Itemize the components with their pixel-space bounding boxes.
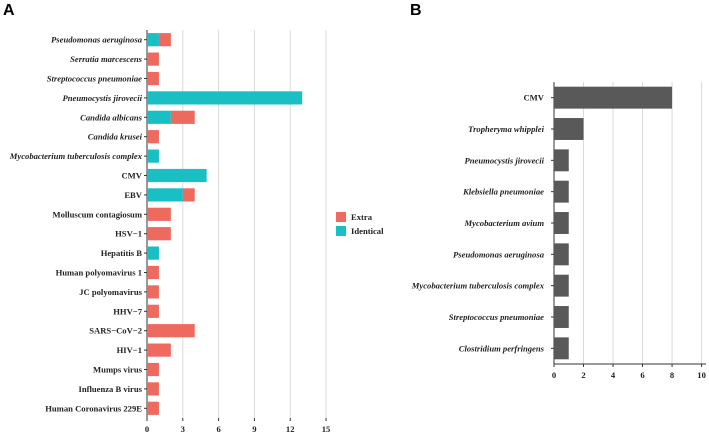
panel-a-bar-identical [147,246,159,260]
panel-a-category-label: Human polyomavirus 1 [56,268,142,278]
panel-a-bar-extra [182,188,195,202]
panel-a-bar-extra [147,382,159,396]
panel-a-bar-identical [147,91,303,105]
panel-a-chart: 0 3 6 9 12 15 Pseudomonas aeruginosa Serratia m… [9,30,331,434]
panel-a-category-label: Pneumocystis jirovecii [63,93,143,103]
panel-a-bar-extra [147,71,159,86]
panel-b-category-label: Tropheryma whipplei [468,124,544,134]
panel-a-bar-identical [147,149,159,163]
panel-a-category-label: Candida krusei [88,132,143,142]
panel-a-legend: Extra Identical [336,212,384,236]
panel-b-x-tick-label: 2 [581,370,585,380]
panel-a-bar-extra [158,33,171,47]
panel-a-legend-swatch [336,212,346,222]
panel-a-category-label: CMV [121,171,142,181]
panel-a-category-label: Serratia marcescens [70,54,143,64]
panel-b-bar [554,149,569,172]
panel-a-legend-label: Identical [351,226,384,236]
panel-a-category-label: HIV−1 [117,345,142,355]
panel-b-bar [554,274,569,297]
panel-b-x-tick-label: 10 [697,370,706,380]
panel-a-bar-extra [147,130,159,144]
panel-b-category-label: Clostridium perfringens [459,343,545,353]
panel-b-bar [554,212,569,234]
panel-b-x-tick-label: 0 [552,370,556,380]
panel-a-bar-extra [147,362,159,377]
panel-a-category-label: JC polyomavirus [79,287,142,297]
panel-a-x-tick-label: 15 [322,424,331,434]
panel-a-x-tick-label: 6 [216,424,221,434]
panel-a-bar-extra [147,401,159,415]
panel-a-bar-extra [170,110,195,124]
panel-b-bar [554,337,569,360]
panel-a-bar-extra [147,265,159,280]
panel-a-category-label: Molluscum contagiosum [52,209,142,219]
panel-b-chart: 0 2 4 6 8 10 CMV Tropheryma whipplei Pneumocysti… [411,82,706,380]
panel-a-bar-identical [147,33,159,47]
panel-a-category-label: EBV [124,190,142,200]
panel-b-category-label: Mycobacterium avium [464,218,545,228]
panel-a-x-tick-label: 12 [286,424,295,434]
panel-b-x-tick-label: 6 [640,370,645,380]
panel-a-category-label: Influenza B virus [78,384,142,394]
panel-a-category-label: Streptococcus pneumoniae [47,74,142,84]
panel-a-category-label: Mycobacterium tuberculosis complex [9,151,143,161]
panel-a-bar-extra [147,304,159,318]
panel-b-category-label: CMV [523,93,544,103]
panel-b-category-label: Mycobacterium tuberculosis complex [411,281,545,291]
panel-b-bar [554,243,569,266]
panel-a-category-label: Hepatitis B [101,248,143,258]
panel-a-x-tick-label: 9 [252,424,256,434]
panel-a-bar-extra [147,227,171,241]
panel-b-bar [554,118,584,140]
panel-b-bar [554,306,569,328]
panel-b-x-tick-label: 4 [611,370,616,380]
panel-a-legend-swatch [336,226,346,236]
panel-b-bar [554,180,569,203]
panel-b-bar [554,86,673,109]
panel-a-bar-extra [147,52,159,66]
panel-a-bar-extra [147,285,159,299]
panel-a-x-tick-label: 0 [145,424,149,434]
panel-a-bar-identical [147,168,207,183]
panel-a-bar-identical [147,188,183,202]
panel-a-bar-extra [147,207,171,221]
panel-b-x-tick-label: 8 [670,370,675,380]
panel-a-category-label: HHV−7 [113,306,142,316]
panel-b-category-label: Streptococcus pneumoniae [449,312,544,322]
panel-a-category-label: HSV−1 [115,229,142,239]
panel-a-category-label: Mumps virus [93,365,143,375]
panel-b-category-label: Pneumocystis jirovecii [465,155,545,165]
panel-a-category-label: Human Coronavirus 229E [45,403,142,413]
panel-a-bar-identical [147,110,171,124]
panel-b-letter: B [410,2,422,19]
panel-b-category-label: Pseudomonas aeruginosa [453,249,545,259]
panel-a-x-tick-label: 3 [181,424,185,434]
panel-a-legend-label: Extra [351,212,373,222]
panel-a-bar-extra [147,343,171,357]
panel-a-category-label: Candida albicans [80,112,142,122]
panel-a-category-label: SARS−CoV−2 [89,326,142,336]
panel-a-letter: A [3,2,15,19]
panel-a-bar-extra [147,324,195,338]
panel-a-category-label: Pseudomonas aeruginosa [51,35,143,45]
panel-b-category-label: Klebsiella pneumoniae [462,187,544,197]
